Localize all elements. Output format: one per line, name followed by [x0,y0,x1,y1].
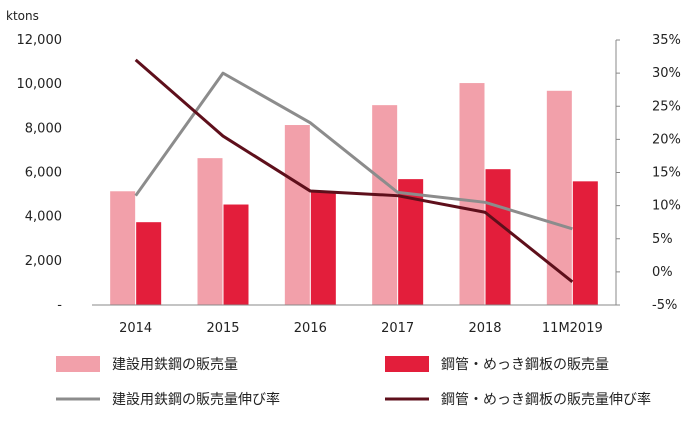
x-tick-label: 2017 [381,321,414,336]
bar-pipe-coated-steel [223,204,249,305]
y-left-tick-label: - [57,298,62,313]
x-tick-label: 2016 [294,321,327,336]
legend-swatch [385,356,429,372]
y-right-tick-label: 10% [652,199,681,214]
bar-construction-steel [197,158,223,305]
legend-label: 鋼管・めっき鋼板の販売量 [441,357,609,373]
legend-label: 建設用鉄鋼の販売量 [112,357,238,373]
legend-label: 建設用鉄鋼の販売量伸び率 [112,391,280,408]
y-right-tick-label: 20% [652,132,681,147]
y-right-tick-label: -5% [652,298,677,313]
y-right-tick-label: 30% [652,66,681,81]
legend-swatch [56,356,100,372]
y-left-tick-label: 8,000 [25,121,62,136]
x-tick-label: 2014 [119,321,152,336]
bar-construction-steel [372,105,398,305]
y-left-tick-label: 10,000 [17,77,63,92]
legend-label: 鋼管・めっき鋼板の販売量伸び率 [441,391,651,408]
bar-pipe-coated-steel [572,181,598,305]
x-tick-label: 11M2019 [542,321,603,336]
y-right-tick-label: 15% [652,166,681,181]
y-right-tick-label: 25% [652,99,681,114]
bar-construction-steel [459,83,485,305]
y-left-tick-label: 2,000 [25,254,62,269]
y-right-tick-label: 5% [652,232,673,247]
x-tick-label: 2015 [206,321,239,336]
y-right-tick-label: 0% [652,265,673,280]
bar-construction-steel [284,125,310,305]
y-left-tick-label: 4,000 [25,210,62,225]
line-construction-steel-growth [134,71,573,231]
bar-pipe-coated-steel [310,191,336,305]
bar-construction-steel [110,191,136,305]
bar-pipe-coated-steel [485,169,511,305]
y-left-tick-label: 12,000 [17,33,63,48]
y-right-tick-label: 35% [652,33,681,48]
y-axis-unit-label: ktons [6,9,39,23]
bar-pipe-coated-steel [136,222,162,305]
x-tick-label: 2018 [468,321,501,336]
y-left-tick-label: 6,000 [25,166,62,181]
line-pipe-coated-steel-growth [134,58,574,283]
bar-construction-steel [546,90,572,306]
